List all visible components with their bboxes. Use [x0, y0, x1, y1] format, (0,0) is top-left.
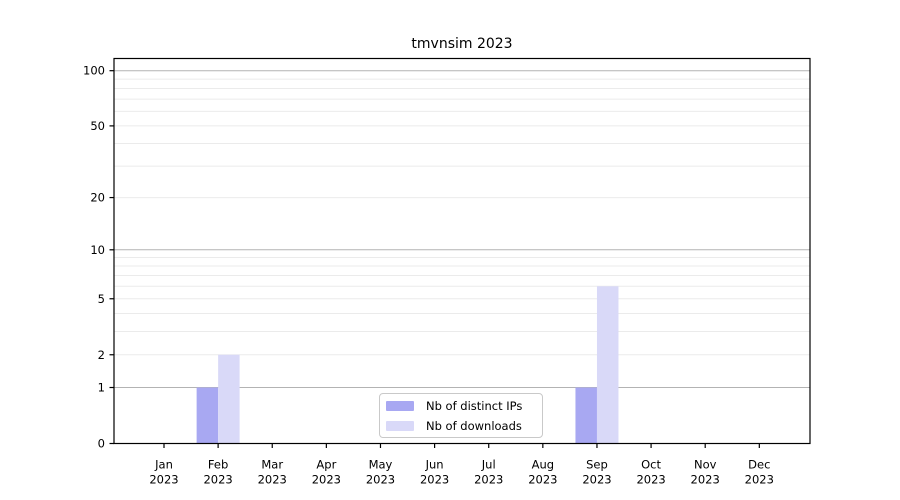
x-tick-label-month-apr: Apr	[316, 458, 336, 472]
bar-distinct-ips-sep	[575, 387, 597, 444]
x-tick-label-year-apr: 2023	[312, 473, 341, 487]
bar-distinct-ips-feb	[196, 387, 219, 444]
x-tick-label-year-nov: 2023	[691, 473, 720, 487]
legend: Nb of distinct IPs Nb of downloads	[379, 393, 543, 438]
bar-downloads-sep	[596, 286, 619, 444]
x-tick-label-month-nov: Nov	[694, 458, 717, 472]
x-tick-label-month-feb: Feb	[208, 458, 228, 472]
x-tick-label-month-jul: Jul	[481, 458, 496, 472]
x-tick-label-month-jun: Jun	[425, 458, 444, 472]
x-tick-label-month-aug: Aug	[532, 458, 554, 472]
x-tick-label-year-dec: 2023	[745, 473, 774, 487]
x-tick-label-year-jan: 2023	[149, 473, 178, 487]
x-tick-label-month-sep: Sep	[586, 458, 608, 472]
x-tick-label-year-oct: 2023	[636, 473, 665, 487]
x-tick-label-month-may: May	[369, 458, 393, 472]
plot-border	[113, 57, 811, 445]
x-tick-label-month-mar: Mar	[261, 458, 283, 472]
bar-downloads-feb	[218, 354, 240, 444]
legend-label-distinct-ips: Nb of distinct IPs	[426, 399, 523, 413]
y-tick-label-5: 5	[98, 292, 105, 306]
x-tick-label-month-jan: Jan	[154, 458, 173, 472]
y-tick-label-50: 50	[90, 119, 105, 133]
chart-title: tmvnsim 2023	[411, 36, 513, 52]
x-tick-label-year-mar: 2023	[258, 473, 287, 487]
x-tick-label-year-feb: 2023	[203, 473, 232, 487]
x-tick-label-year-jun: 2023	[420, 473, 449, 487]
legend-label-downloads: Nb of downloads	[426, 419, 522, 433]
y-tick-label-2: 2	[98, 348, 105, 362]
x-tick-label-year-aug: 2023	[528, 473, 557, 487]
x-tick-label-year-jul: 2023	[474, 473, 503, 487]
y-tick-label-1: 1	[98, 381, 105, 395]
x-tick-label-month-oct: Oct	[641, 458, 661, 472]
y-tick-label-100: 100	[83, 64, 105, 78]
y-tick-label-0: 0	[98, 437, 105, 451]
y-tick-label-10: 10	[90, 243, 105, 257]
x-tick-label-year-may: 2023	[366, 473, 395, 487]
legend-item-distinct-ips: Nb of distinct IPs	[386, 398, 542, 414]
legend-swatch-distinct-ips	[386, 401, 414, 411]
x-tick-label-year-sep: 2023	[582, 473, 611, 487]
legend-item-downloads: Nb of downloads	[386, 418, 542, 434]
x-tick-label-month-dec: Dec	[748, 458, 770, 472]
legend-swatch-downloads	[386, 421, 414, 431]
y-tick-label-20: 20	[90, 191, 105, 205]
